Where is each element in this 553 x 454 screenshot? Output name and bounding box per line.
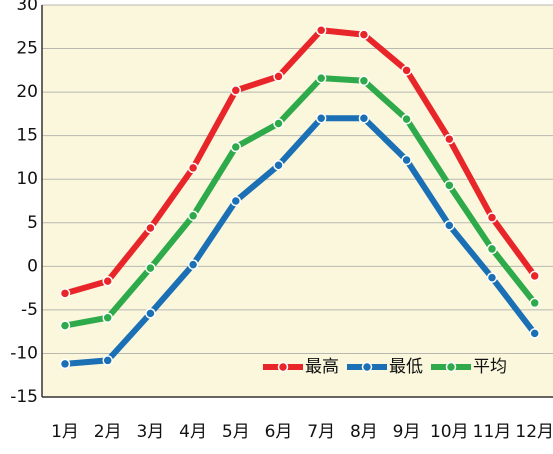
y-tick-label: 30 xyxy=(16,0,38,15)
data-point xyxy=(145,262,156,274)
data-point xyxy=(273,160,284,171)
data-point xyxy=(401,154,412,166)
series-line xyxy=(64,75,538,329)
legend-label: 最低 xyxy=(389,357,423,377)
x-tick-label: 4月 xyxy=(179,422,207,442)
y-tick-label: -15 xyxy=(10,387,38,407)
data-point xyxy=(145,222,156,234)
y-tick-label: 0 xyxy=(27,256,38,276)
x-tick-label: 9月 xyxy=(393,422,421,442)
data-point xyxy=(401,65,412,76)
data-point xyxy=(230,85,242,96)
y-tick-label: 10 xyxy=(16,169,38,189)
data-point xyxy=(102,355,113,366)
data-point xyxy=(59,320,71,331)
data-point xyxy=(529,328,540,339)
data-point xyxy=(315,112,327,124)
data-point xyxy=(315,25,327,36)
data-point xyxy=(187,162,199,174)
legend-marker xyxy=(361,361,373,373)
data-point xyxy=(486,243,498,255)
y-tick-label: 5 xyxy=(27,213,38,233)
data-point xyxy=(358,112,370,124)
data-point xyxy=(273,71,284,82)
plot-area xyxy=(42,5,553,397)
x-tick-label: 11月 xyxy=(473,422,512,442)
data-point xyxy=(145,308,156,319)
y-tick-label: -5 xyxy=(21,300,38,320)
data-point xyxy=(59,358,71,370)
x-tick-label: 7月 xyxy=(307,422,335,442)
y-tick-label: 15 xyxy=(16,126,38,146)
legend-marker xyxy=(445,361,457,373)
x-tick-label: 8月 xyxy=(350,422,378,442)
data-point xyxy=(486,272,498,283)
legend-label: 平均 xyxy=(473,357,507,377)
data-point xyxy=(486,212,498,223)
series-line xyxy=(64,115,538,367)
data-point xyxy=(187,259,199,270)
data-point xyxy=(230,195,242,207)
data-point xyxy=(529,270,540,282)
x-tick-label: 6月 xyxy=(265,422,293,442)
data-point xyxy=(401,113,412,125)
data-point xyxy=(358,29,370,40)
data-point xyxy=(102,275,113,287)
legend-label: 最高 xyxy=(305,357,339,377)
x-tick-label: 1月 xyxy=(51,422,79,442)
data-point xyxy=(444,220,455,231)
y-tick-label: -10 xyxy=(10,343,38,363)
x-tick-label: 10月 xyxy=(430,422,469,442)
series-line xyxy=(64,27,538,297)
data-point xyxy=(444,180,455,191)
data-point xyxy=(59,288,71,299)
data-point xyxy=(315,72,327,84)
data-point xyxy=(187,210,199,222)
data-point xyxy=(230,141,242,153)
data-point xyxy=(358,75,370,87)
legend-marker xyxy=(277,361,289,373)
x-tick-label: 12月 xyxy=(515,422,553,442)
y-tick-label: 25 xyxy=(16,39,38,59)
y-tick-label: 20 xyxy=(16,82,38,102)
data-point xyxy=(444,133,455,145)
x-tick-label: 2月 xyxy=(94,422,122,442)
data-point xyxy=(102,312,113,323)
data-point xyxy=(273,118,284,129)
x-tick-label: 3月 xyxy=(136,422,164,442)
data-point xyxy=(529,297,540,309)
x-tick-label: 5月 xyxy=(222,422,250,442)
